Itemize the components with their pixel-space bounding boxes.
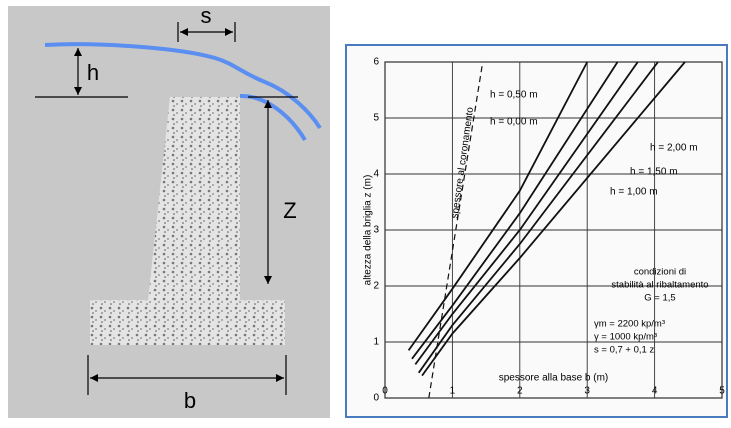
series-label: h = 0,00 m (490, 117, 538, 128)
label-s: s (201, 3, 212, 28)
series-label: h = 2,00 m (650, 143, 698, 154)
y-tick-label: 2 (373, 281, 379, 292)
chart-frame (345, 44, 728, 418)
x-tick-label: 3 (584, 386, 590, 397)
y-axis-label: altezza della briglia z (m) (363, 175, 374, 286)
water-line (44, 42, 322, 130)
label-z: Z (283, 198, 296, 223)
x-tick-label: 4 (652, 386, 658, 397)
series-line (428, 61, 484, 399)
annotation: G = 1,5 (644, 293, 675, 304)
annotation: stabilità al ribaltamento (611, 280, 708, 291)
label-b: b (184, 388, 196, 413)
series-line (407, 61, 588, 351)
wall (90, 97, 285, 345)
water-line (239, 93, 307, 142)
series-line (421, 61, 686, 377)
y-tick-label: 5 (373, 113, 379, 124)
series-line (414, 61, 639, 365)
arrowheads (74, 28, 284, 382)
series-label: h = 1,00 m (610, 187, 658, 198)
annotation: condizioni di (634, 267, 686, 278)
y-tick-label: 0 (373, 393, 379, 404)
series-label: h = 0,50 m (490, 90, 538, 101)
series-label: h = 1,50 m (630, 167, 678, 178)
y-tick-label: 4 (373, 169, 379, 180)
x-tick-label: 1 (450, 386, 456, 397)
annotation: γ = 1000 kp/m³ (594, 332, 657, 343)
y-tick-label: 3 (373, 225, 379, 236)
series-line (417, 61, 659, 374)
annotation: γm = 2200 kp/m³ (594, 319, 665, 330)
y-tick-label: 6 (373, 57, 379, 68)
label-h: h (87, 60, 99, 85)
chart: 0 1 2 3 4 5 0 1 2 3 4 5 6 spessore alla base b (m) alt… (363, 57, 726, 404)
x-tick-label: 0 (382, 386, 388, 397)
series-line (411, 61, 619, 360)
x-tick-label: 2 (517, 386, 523, 397)
y-tick-label: 1 (373, 337, 379, 348)
annotation: s = 0,7 + 0,1 z (594, 345, 654, 356)
x-tick-label: 5 (719, 386, 725, 397)
diagram: s h Z b (8, 3, 330, 418)
x-axis-label: spessore alla base b (m) (499, 373, 609, 384)
